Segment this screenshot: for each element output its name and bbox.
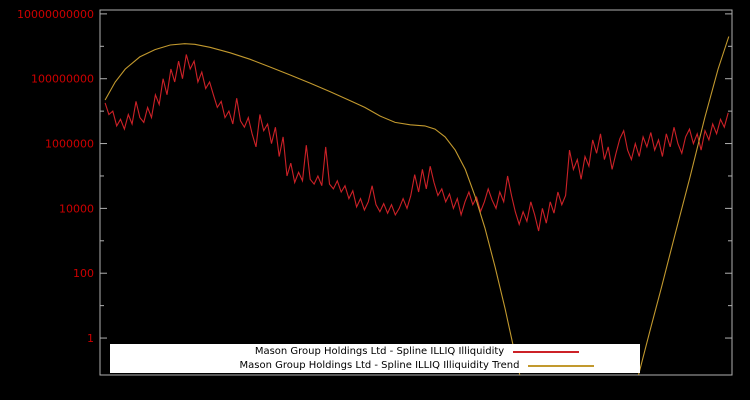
- legend-entry-illiq: Mason Group Holdings Ltd - Spline ILLIQ …: [110, 345, 640, 359]
- legend-line-sample-trend: [528, 364, 595, 367]
- y-tick-label: 10000000000: [17, 8, 94, 21]
- legend-label-illiq: Mason Group Holdings Ltd - Spline ILLIQ …: [254, 345, 505, 357]
- trend-series-line: [104, 36, 730, 375]
- y-tick-label: 100: [73, 267, 94, 280]
- legend: Mason Group Holdings Ltd - Spline ILLIQ …: [110, 344, 640, 373]
- y-tick-label: 10000: [59, 202, 94, 215]
- plot-border: [99, 9, 733, 376]
- legend-line-sample-illiq: [513, 350, 580, 353]
- legend-label-trend: Mason Group Holdings Ltd - Spline ILLIQ …: [239, 359, 520, 371]
- y-tick-label: 100000000: [31, 73, 94, 86]
- legend-entry-trend: Mason Group Holdings Ltd - Spline ILLIQ …: [110, 359, 640, 373]
- y-tick-label: 1: [87, 332, 94, 345]
- y-tick-label: 1000000: [45, 138, 94, 151]
- illiq-series-line: [104, 54, 729, 232]
